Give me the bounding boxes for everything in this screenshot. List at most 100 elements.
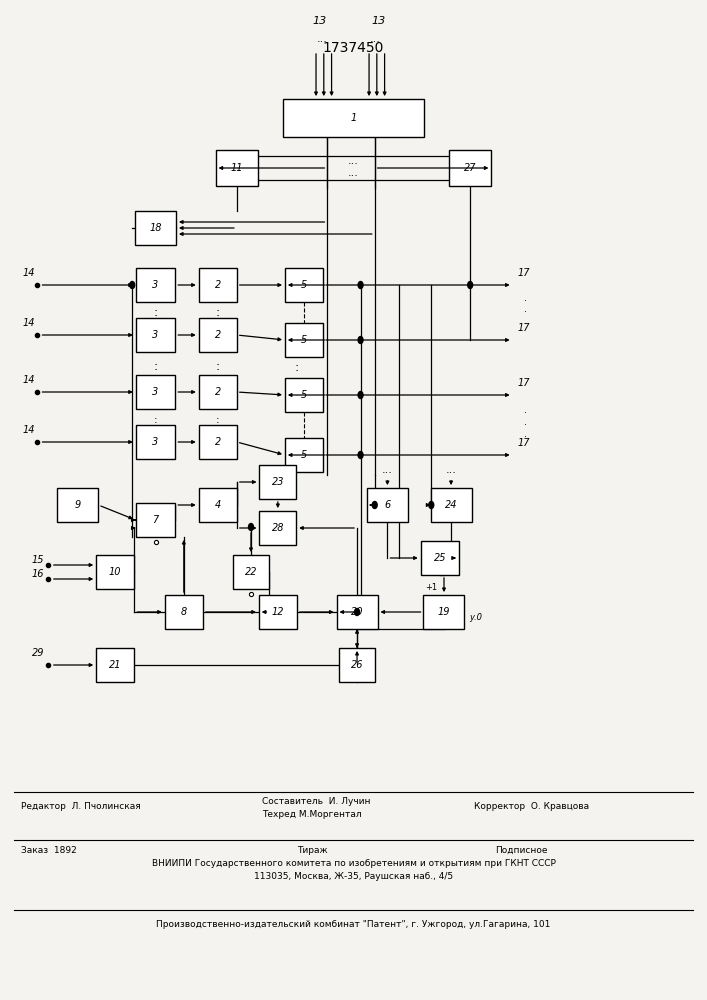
Bar [367, 488, 408, 522]
Text: :: : [153, 306, 158, 320]
Text: ...: ... [445, 465, 457, 475]
Text: ...: ... [370, 34, 381, 44]
Circle shape [428, 502, 434, 508]
Text: ...: ... [348, 156, 359, 166]
Bar [283, 99, 424, 137]
Text: 2: 2 [215, 280, 221, 290]
Text: ВНИИПИ Государственного комитета по изобретениям и открытиям при ГКНТ СССР: ВНИИПИ Государственного комитета по изоб… [151, 859, 556, 868]
Text: 3: 3 [153, 437, 158, 447]
Text: 28: 28 [271, 523, 284, 533]
Text: :: : [153, 360, 158, 373]
Circle shape [358, 282, 363, 288]
Text: 3: 3 [153, 330, 158, 340]
Bar [96, 555, 134, 589]
Text: :: : [216, 306, 220, 320]
Text: 17: 17 [518, 323, 530, 333]
Text: 9: 9 [75, 500, 81, 510]
Text: Редактор  Л. Пчолинская: Редактор Л. Пчолинская [21, 802, 141, 811]
Text: Составитель  И. Лучин: Составитель И. Лучин [262, 797, 370, 806]
Text: :: : [295, 361, 299, 374]
Text: :: : [153, 415, 158, 425]
Text: 2: 2 [215, 330, 221, 340]
Text: 26: 26 [351, 660, 363, 670]
Bar [285, 438, 323, 472]
Text: 20: 20 [351, 607, 363, 617]
Bar [165, 595, 203, 629]
Text: ...: ... [348, 168, 359, 178]
Text: 5: 5 [301, 335, 307, 345]
Text: 17: 17 [518, 268, 530, 278]
Bar [285, 323, 323, 357]
Text: 5: 5 [301, 390, 307, 400]
Text: 14: 14 [22, 375, 35, 385]
Text: Корректор  О. Кравцова: Корректор О. Кравцова [474, 802, 589, 811]
Bar [135, 211, 176, 245]
Bar [233, 555, 269, 589]
Bar [285, 268, 323, 302]
Circle shape [373, 502, 378, 508]
Circle shape [130, 282, 135, 288]
Text: 7: 7 [153, 515, 158, 525]
Bar [199, 425, 237, 459]
Text: 1: 1 [351, 113, 356, 123]
Text: Заказ  1892: Заказ 1892 [21, 846, 77, 855]
Text: 6: 6 [385, 500, 390, 510]
Text: 25: 25 [433, 553, 446, 563]
Bar [449, 150, 491, 186]
Text: 22: 22 [245, 567, 257, 577]
Circle shape [358, 452, 363, 458]
Text: 3: 3 [153, 280, 158, 290]
Bar [136, 268, 175, 302]
Text: 5: 5 [301, 280, 307, 290]
Circle shape [468, 282, 472, 288]
Bar [431, 488, 472, 522]
Bar [199, 488, 237, 522]
Text: 113035, Москва, Ж-35, Раушская наб., 4/5: 113035, Москва, Ж-35, Раушская наб., 4/5 [254, 872, 453, 881]
Bar [423, 595, 464, 629]
Text: 3: 3 [153, 387, 158, 397]
Text: 29: 29 [32, 648, 45, 658]
Text: 15: 15 [32, 555, 45, 565]
Text: :: : [216, 360, 220, 373]
Text: 1737450: 1737450 [323, 41, 384, 55]
Text: 12: 12 [271, 607, 284, 617]
Bar [259, 511, 296, 545]
Text: 17: 17 [518, 378, 530, 388]
Text: 14: 14 [22, 425, 35, 435]
Text: ·
·
·: · · · [524, 296, 527, 329]
Text: ...: ... [382, 465, 393, 475]
Text: 17: 17 [518, 438, 530, 448]
Text: 23: 23 [271, 477, 284, 487]
Text: Тираж: Тираж [297, 846, 327, 855]
Text: 24: 24 [445, 500, 457, 510]
Text: 8: 8 [181, 607, 187, 617]
Text: :: : [216, 415, 220, 425]
Bar [216, 150, 258, 186]
Circle shape [358, 391, 363, 398]
Text: 4: 4 [215, 500, 221, 510]
Bar [96, 648, 134, 682]
Bar [199, 318, 237, 352]
Bar [136, 318, 175, 352]
Text: ·
·
·: · · · [524, 408, 527, 442]
Bar [199, 375, 237, 409]
Text: 13: 13 [372, 16, 386, 26]
Bar [199, 268, 237, 302]
Circle shape [249, 524, 253, 530]
Bar [57, 488, 98, 522]
Text: 11: 11 [230, 163, 243, 173]
Text: 16: 16 [32, 569, 45, 579]
Text: 14: 14 [22, 268, 35, 278]
Bar [421, 541, 459, 575]
Text: 14: 14 [22, 318, 35, 328]
Bar [285, 378, 323, 412]
Text: 10: 10 [109, 567, 122, 577]
Bar [136, 503, 175, 537]
Bar [136, 425, 175, 459]
Text: 21: 21 [109, 660, 122, 670]
Text: ...: ... [317, 34, 328, 44]
Text: +1: +1 [425, 582, 438, 591]
Text: Техред М.Моргентал: Техред М.Моргентал [262, 810, 361, 819]
Bar [259, 465, 296, 499]
Text: 2: 2 [215, 387, 221, 397]
